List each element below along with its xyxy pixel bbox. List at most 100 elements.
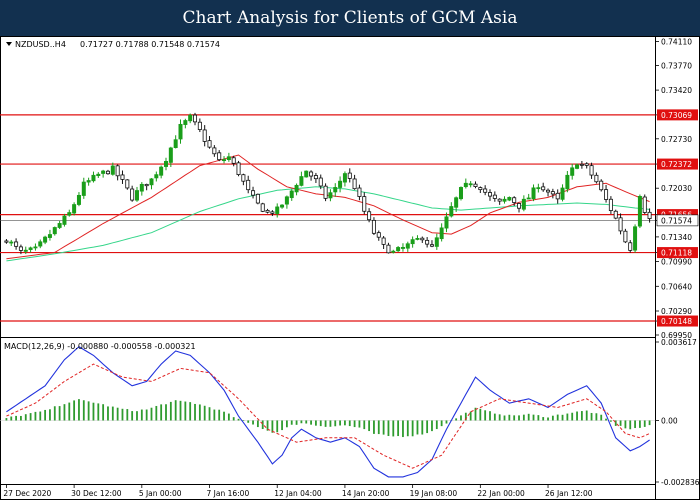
macd-histogram-bar	[150, 407, 153, 421]
macd-histogram-bar	[392, 420, 395, 437]
candle-body	[86, 180, 91, 183]
candle-body	[144, 183, 149, 187]
y-tick-label: 0.72030	[661, 184, 692, 193]
candle-body	[81, 181, 86, 196]
candle-body	[18, 246, 23, 251]
candle-body	[115, 165, 120, 177]
macd-histogram-bar	[256, 420, 259, 428]
macd-histogram-bar	[532, 414, 535, 421]
macd-histogram-bar	[353, 420, 356, 428]
candle-body	[541, 186, 546, 191]
candle-body	[454, 197, 459, 208]
candle-body	[367, 211, 372, 221]
x-tick-label: 12 Jan 04:00	[274, 489, 322, 498]
macd-histogram-bar	[522, 414, 525, 421]
macd-histogram-bar	[518, 415, 520, 421]
banner-title: Chart Analysis for Clients of GCM Asia	[0, 0, 700, 36]
macd-histogram-bar	[184, 401, 187, 421]
candle-body	[38, 241, 43, 247]
macd-histogram-bar	[116, 407, 119, 421]
candle-body	[589, 165, 594, 176]
macd-histogram-bar	[484, 410, 487, 421]
x-tick-label: 19 Jan 08:00	[410, 489, 458, 498]
macd-histogram-bar	[547, 417, 549, 421]
candle-body	[531, 187, 536, 200]
candle-body	[260, 203, 265, 212]
macd-histogram-bar	[107, 406, 109, 421]
candle-body	[212, 147, 217, 155]
candle-body	[497, 198, 502, 202]
candle-body	[371, 219, 376, 234]
macd-histogram-bar	[131, 411, 134, 421]
candle-body	[275, 206, 280, 214]
macd-histogram-bar	[416, 420, 419, 435]
macd-histogram-bar	[310, 420, 312, 425]
macd-histogram-bar	[542, 417, 545, 421]
macd-histogram-bar	[508, 414, 511, 421]
candle-body	[570, 167, 575, 176]
macd-histogram-bar	[580, 411, 583, 421]
macd-histogram-bar	[431, 420, 433, 432]
y-tick-label: 0.74110	[661, 37, 692, 46]
candle-body	[425, 239, 430, 245]
y-tick-label: 0.70990	[661, 258, 692, 267]
macd-histogram-bar	[97, 403, 100, 421]
candle-body	[391, 250, 396, 253]
candle-body	[255, 193, 260, 204]
macd-y-tick-label: -0.002836	[661, 478, 700, 487]
candle-body	[599, 180, 604, 191]
candle-body	[608, 198, 613, 211]
candle-body	[168, 147, 173, 163]
macd-histogram-bar	[68, 402, 71, 421]
candle-body	[618, 217, 623, 232]
macd-histogram-bar	[285, 420, 288, 428]
macd-histogram-bar	[402, 420, 404, 438]
candle-body	[226, 156, 231, 160]
candle-body	[270, 211, 275, 214]
fast-moving-average	[6, 154, 650, 260]
candle-body	[458, 187, 463, 200]
symbol-label: NZDUSD..H4	[15, 40, 66, 49]
candle-body	[67, 212, 72, 216]
candle-body	[613, 210, 618, 219]
candle-body	[43, 236, 48, 243]
macd-histogram-bar	[634, 420, 636, 429]
macd-histogram-bar	[624, 420, 627, 429]
macd-histogram-bar	[585, 410, 588, 421]
candle-body	[217, 152, 222, 161]
macd-histogram-bar	[334, 420, 337, 427]
macd-histogram-bar	[73, 400, 76, 421]
candle-body	[415, 238, 420, 240]
candle-body	[202, 129, 207, 142]
macd-histogram-bar	[126, 409, 129, 421]
candle-body	[575, 164, 580, 169]
macd-histogram-bar	[455, 418, 458, 421]
slow-moving-average	[6, 186, 650, 262]
dropdown-icon[interactable]	[6, 42, 12, 46]
macd-histogram-bar	[227, 413, 230, 421]
level-price-tag	[657, 247, 698, 259]
macd-y-tick-label: 0.003617	[661, 338, 697, 347]
candle-body	[584, 163, 589, 166]
candle-body	[4, 240, 9, 243]
macd-histogram-bar	[527, 413, 530, 421]
y-tick-label: 0.71340	[661, 233, 692, 242]
candle-body	[251, 190, 256, 196]
macd-histogram-bar	[561, 414, 564, 421]
macd-histogram-bar	[445, 420, 448, 424]
macd-histogram-bar	[348, 420, 351, 427]
macd-histogram-bar	[92, 402, 95, 421]
candle-body	[526, 197, 531, 200]
macd-histogram-bar	[145, 409, 148, 421]
candle-body	[555, 192, 560, 200]
macd-histogram-bar	[34, 411, 37, 421]
candle-body	[449, 206, 454, 217]
macd-histogram-bar	[15, 415, 17, 421]
candle-body	[478, 187, 483, 191]
macd-histogram-bar	[358, 420, 361, 428]
candle-body	[52, 227, 57, 235]
macd-histogram-bar	[460, 415, 462, 421]
candle-body	[207, 140, 212, 148]
chart-frame	[0, 36, 700, 500]
y-tick-label: 0.70148	[661, 317, 692, 326]
